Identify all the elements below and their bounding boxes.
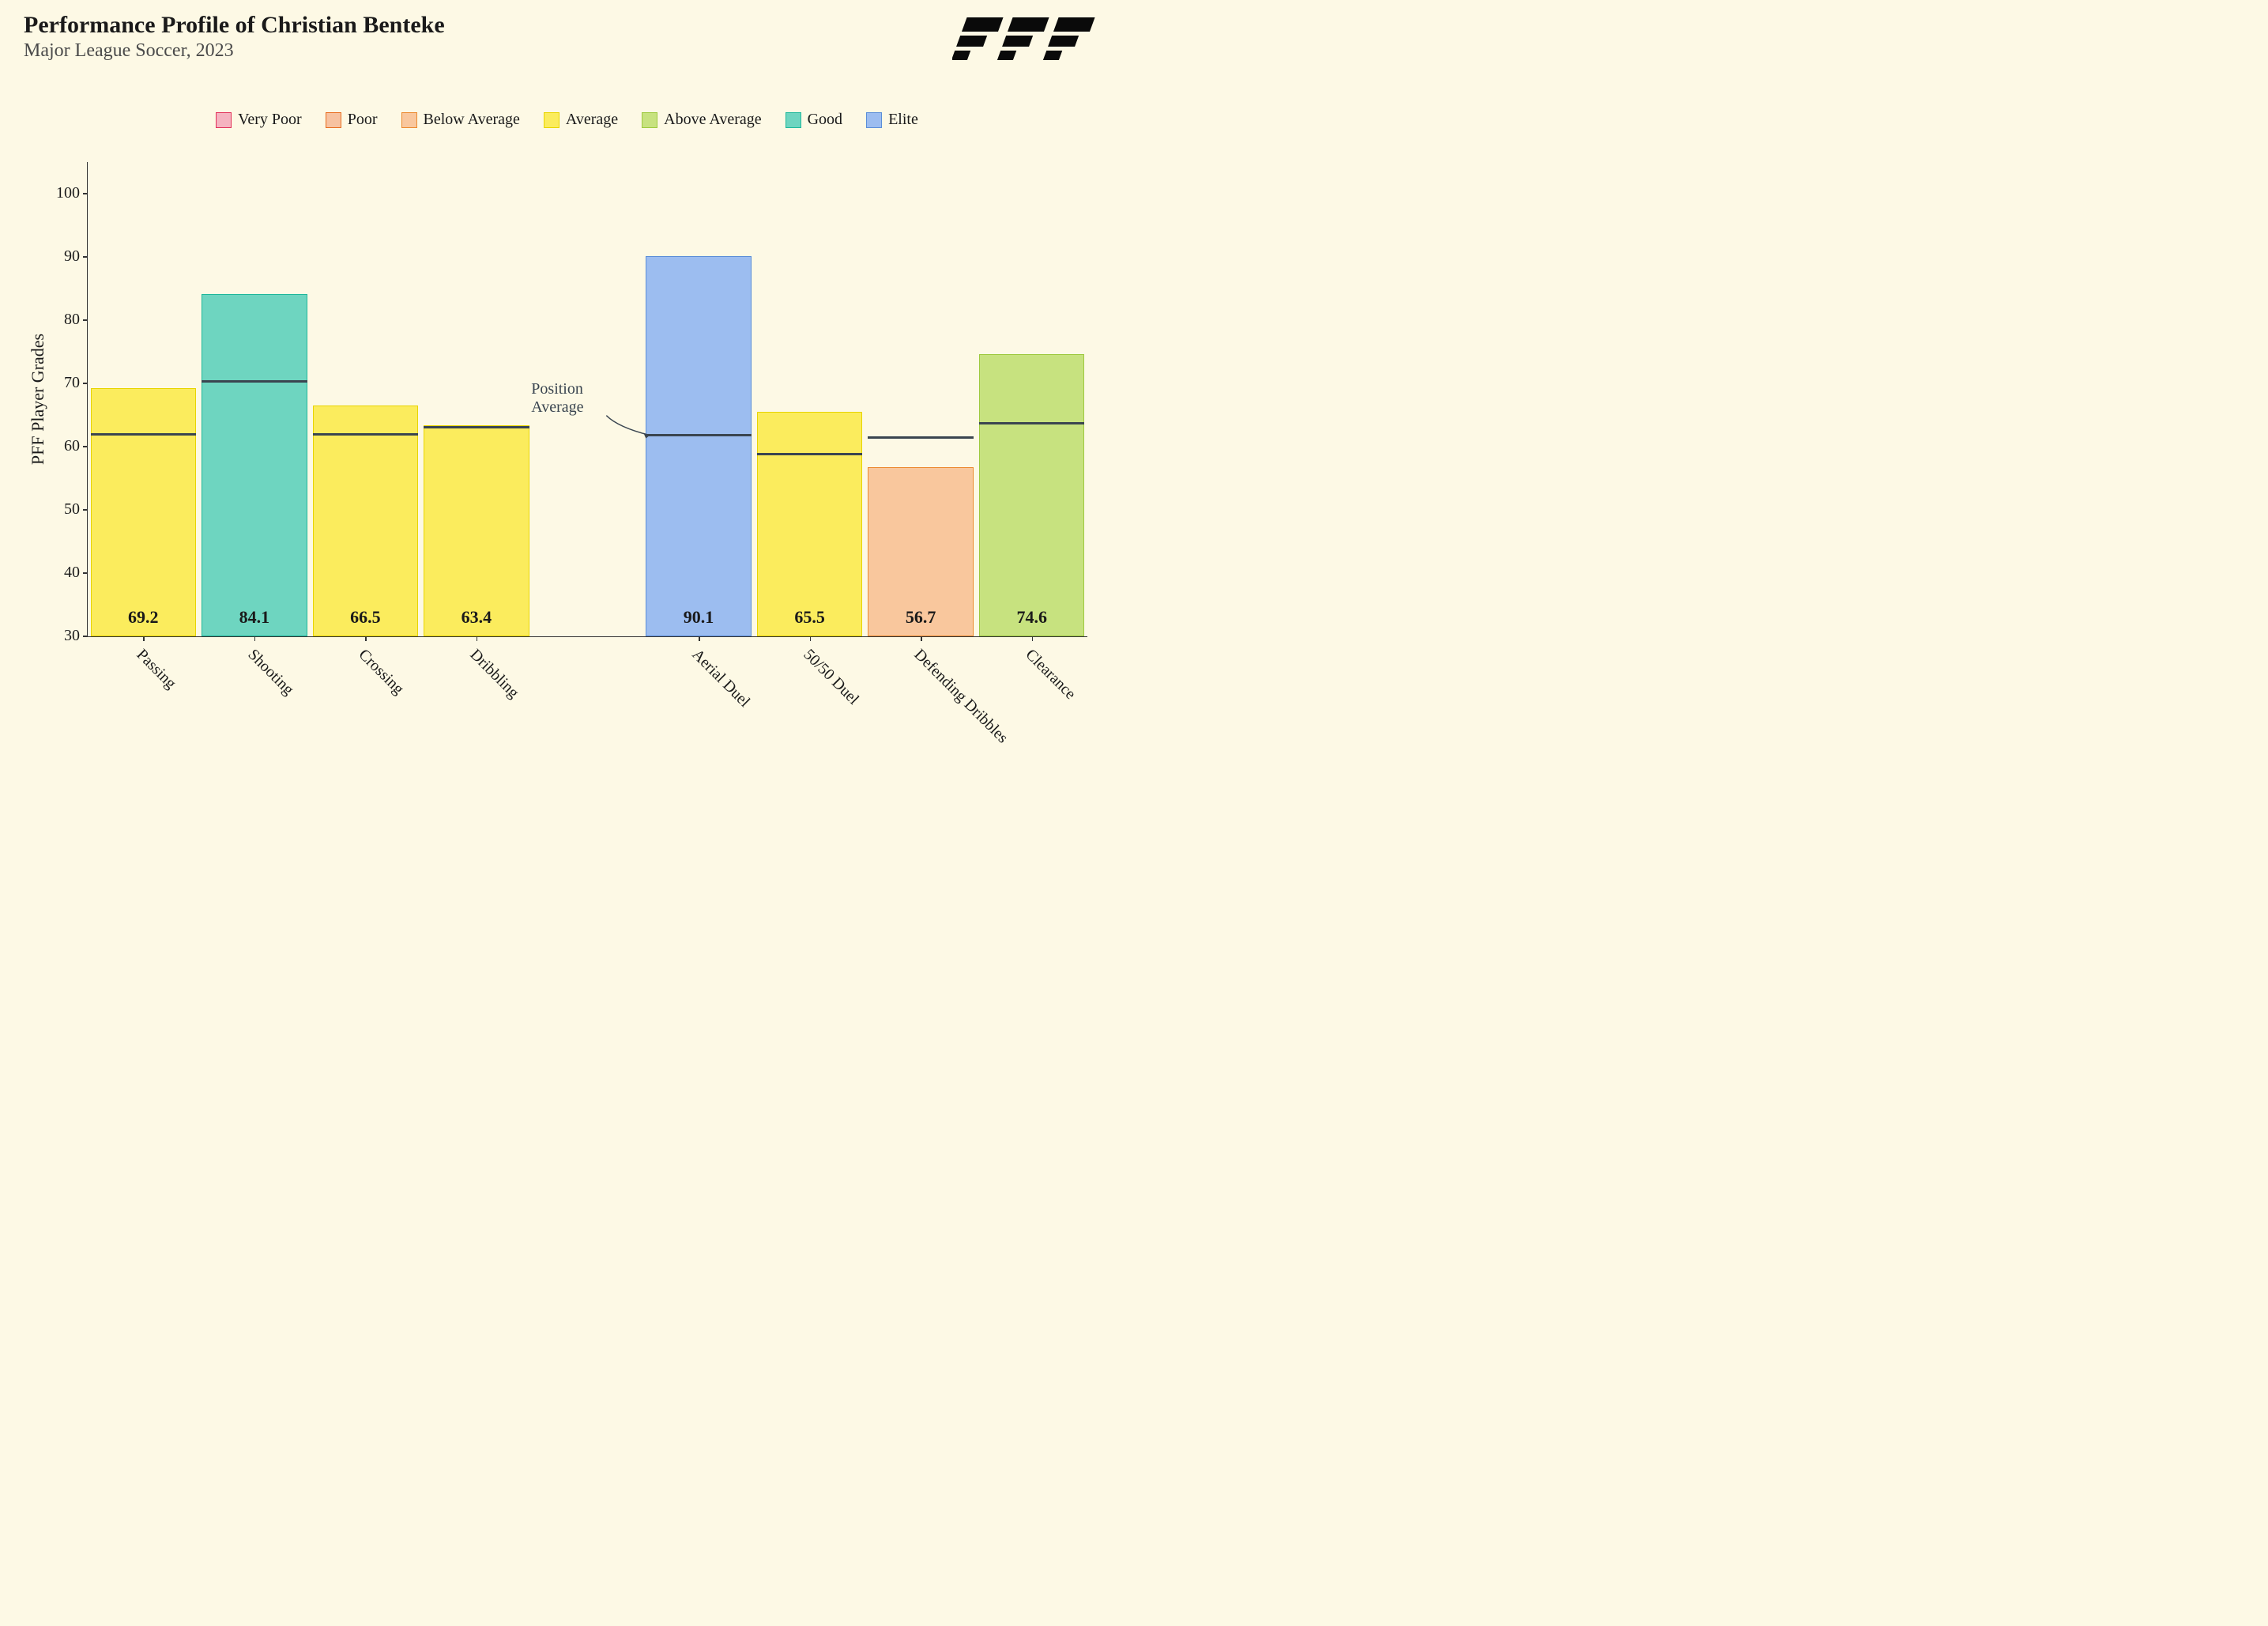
bar-value-label: 65.5 (758, 607, 862, 628)
y-tick-label: 70 (48, 374, 80, 392)
x-tick-mark (1032, 636, 1034, 641)
bar: 65.5 (757, 412, 863, 636)
bar: 63.4 (424, 425, 529, 636)
bar-value-label: 56.7 (868, 607, 973, 628)
chart-header: Performance Profile of Christian Benteke… (24, 12, 1110, 62)
x-tick-mark (254, 636, 256, 641)
position-average-marker (646, 434, 752, 436)
plot-region: 3040506070809010069.284.166.563.490.165.… (87, 162, 1087, 637)
grade-legend: Very Poor Poor Below Average Average Above A… (0, 111, 1134, 129)
legend-swatch (216, 112, 232, 128)
legend-label: Elite (888, 111, 918, 129)
legend-swatch (786, 112, 801, 128)
x-tick-label: Passing (133, 646, 179, 692)
legend-label: Good (808, 111, 842, 129)
y-tick-label: 80 (48, 311, 80, 329)
legend-item: Below Average (401, 111, 520, 129)
chart-plot-area: 3040506070809010069.284.166.563.490.165.… (87, 162, 1087, 668)
x-tick-mark (810, 636, 812, 641)
legend-label: Above Average (664, 111, 761, 129)
x-tick-mark (699, 636, 700, 641)
y-tick-label: 60 (48, 437, 80, 455)
position-average-marker (202, 380, 307, 383)
y-tick-label: 40 (48, 564, 80, 582)
bar-value-label: 74.6 (980, 607, 1084, 628)
legend-item: Poor (326, 111, 378, 129)
bar-value-label: 69.2 (92, 607, 196, 628)
x-tick-mark (921, 636, 922, 641)
bar-value-label: 63.4 (424, 607, 529, 628)
x-tick-label: 50/50 Duel (799, 646, 862, 709)
legend-swatch (326, 112, 341, 128)
position-average-marker (757, 453, 863, 455)
pff-logo (952, 14, 1102, 66)
bar: 69.2 (91, 388, 197, 636)
chart-subtitle: Major League Soccer, 2023 (24, 40, 1110, 62)
legend-swatch (544, 112, 559, 128)
position-average-annotation: PositionAverage (531, 380, 583, 417)
legend-item: Very Poor (216, 111, 302, 129)
y-tick-label: 50 (48, 500, 80, 519)
x-tick-label: Dribbling (466, 646, 522, 702)
legend-label: Below Average (424, 111, 520, 129)
bar: 74.6 (979, 354, 1085, 636)
y-axis-label: PFF Player Grades (28, 334, 48, 465)
y-tick-label: 100 (48, 184, 80, 202)
x-tick-label: Crossing (355, 646, 408, 699)
legend-label: Poor (348, 111, 378, 129)
position-average-marker (424, 426, 529, 428)
legend-swatch (642, 112, 657, 128)
bar-value-label: 90.1 (646, 607, 751, 628)
chart-container: Performance Profile of Christian Benteke… (0, 0, 1134, 813)
legend-label: Average (566, 111, 618, 129)
x-tick-mark (365, 636, 367, 641)
legend-swatch (866, 112, 882, 128)
x-tick-mark (477, 636, 478, 641)
x-tick-label: Shooting (244, 646, 297, 699)
legend-item: Above Average (642, 111, 761, 129)
bar-value-label: 66.5 (314, 607, 418, 628)
bar: 56.7 (868, 467, 974, 636)
legend-item: Elite (866, 111, 918, 129)
legend-label: Very Poor (238, 111, 302, 129)
y-tick-label: 30 (48, 627, 80, 645)
x-tick-label: Defending Dribbles (910, 646, 1012, 747)
chart-title: Performance Profile of Christian Benteke (24, 12, 1110, 39)
x-tick-label: Clearance (1021, 646, 1079, 704)
position-average-marker (979, 422, 1085, 424)
position-average-marker (91, 433, 197, 436)
x-tick-label: Aerial Duel (688, 646, 754, 711)
legend-item: Average (544, 111, 618, 129)
position-average-marker (868, 436, 974, 439)
bar: 66.5 (313, 406, 419, 636)
legend-swatch (401, 112, 417, 128)
legend-item: Good (786, 111, 842, 129)
bar: 90.1 (646, 256, 752, 636)
position-average-marker (313, 433, 419, 436)
y-tick-label: 90 (48, 247, 80, 266)
bar-value-label: 84.1 (202, 607, 307, 628)
bar: 84.1 (202, 294, 307, 636)
x-tick-mark (143, 636, 145, 641)
